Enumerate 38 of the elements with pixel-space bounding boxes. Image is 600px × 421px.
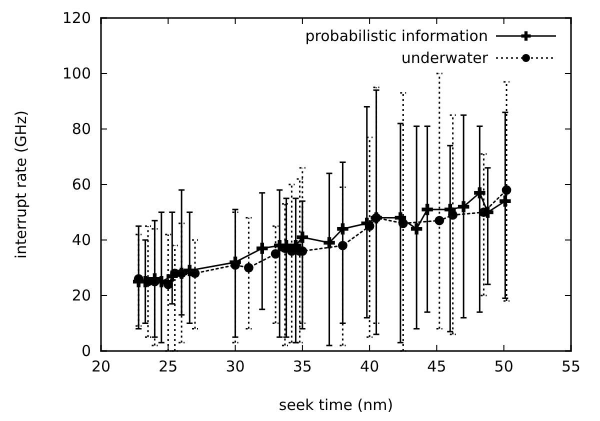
point: [398, 218, 408, 228]
point: [422, 204, 433, 216]
point: [337, 223, 348, 235]
point: [448, 210, 458, 220]
point: [256, 242, 268, 254]
point: [163, 280, 173, 290]
x-tick-label: 50: [494, 358, 514, 376]
x-tick-label: 20: [91, 358, 111, 376]
y-tick-label: 20: [72, 286, 91, 304]
point: [244, 263, 254, 272]
point: [410, 223, 422, 235]
x-tick-label: 25: [158, 358, 178, 376]
point: [502, 185, 512, 195]
x-tick-label: 30: [226, 358, 245, 376]
point: [324, 237, 335, 248]
y-tick-label: 40: [72, 230, 91, 249]
y-tick-label: 60: [72, 175, 91, 194]
y-tick-label: 80: [72, 120, 91, 138]
legend-label: underwater: [401, 49, 489, 67]
point: [458, 201, 470, 212]
point: [338, 240, 348, 250]
point: [474, 187, 486, 198]
x-tick-label: 55: [561, 358, 581, 376]
point: [434, 216, 444, 226]
point: [190, 268, 200, 278]
y-tick-label: 120: [62, 8, 91, 27]
x-tick-label: 35: [292, 358, 312, 376]
x-tick-label: 40: [360, 358, 380, 376]
x-tick-label: 45: [427, 358, 446, 376]
y-tick-label: 0: [81, 342, 91, 360]
x-axis-title: seek time (nm): [278, 396, 394, 414]
point: [500, 196, 511, 207]
point: [364, 221, 374, 231]
y-tick-label: 100: [62, 64, 91, 82]
point: [270, 249, 280, 259]
legend-label: probabilistic information: [305, 27, 488, 45]
y-axis-title: interrupt rate (GHz): [12, 110, 30, 259]
point: [286, 246, 296, 256]
